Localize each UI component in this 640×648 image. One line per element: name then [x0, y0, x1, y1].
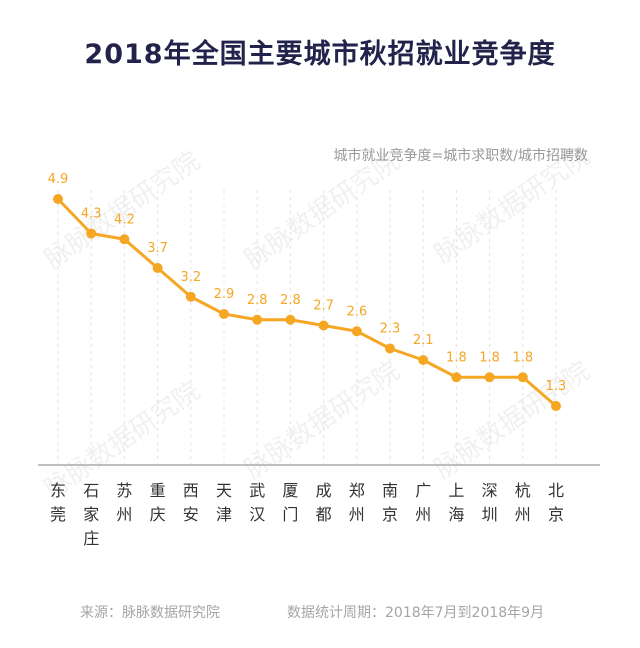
- data-point: [86, 228, 97, 239]
- footer-period: 数据统计周期：2018年7月到2018年9月: [287, 605, 545, 621]
- data-point: [484, 372, 495, 383]
- category-label: 成都: [316, 481, 332, 524]
- chart-subtitle: 城市就业竞争度=城市求职数/城市招聘数: [333, 148, 588, 164]
- data-label: 2.6: [346, 304, 367, 319]
- category-label: 郑州: [349, 481, 365, 524]
- data-point: [318, 320, 329, 331]
- data-point: [152, 263, 163, 273]
- data-point: [285, 314, 296, 325]
- category-label: 杭州: [515, 481, 531, 524]
- data-label: 1.8: [446, 350, 467, 365]
- footer-source: 来源：脉脉数据研究院: [80, 605, 220, 621]
- data-point: [351, 326, 362, 337]
- data-point: [451, 372, 462, 383]
- data-point: [219, 309, 229, 319]
- category-label: 南京: [382, 481, 398, 524]
- category-label: 上海: [448, 481, 464, 524]
- data-label: 1.3: [546, 379, 567, 394]
- category-label: 东莞: [50, 481, 66, 524]
- data-label: 4.9: [48, 172, 69, 187]
- category-label: 北京: [548, 481, 564, 524]
- data-point: [418, 355, 429, 365]
- data-point: [517, 372, 528, 383]
- chart-title: 2018年全国主要城市秋招就业竞争度: [84, 39, 556, 70]
- category-label: 厦门: [282, 481, 298, 524]
- category-label: 天津: [216, 481, 232, 524]
- data-point: [385, 343, 395, 354]
- category-label: 武汉: [249, 481, 265, 524]
- data-point: [119, 234, 130, 245]
- data-point: [185, 291, 196, 302]
- data-label: 3.2: [180, 270, 201, 285]
- data-label: 4.2: [114, 212, 135, 227]
- category-label: 西安: [183, 481, 199, 524]
- data-label: 2.8: [247, 293, 268, 308]
- category-label: 苏州: [116, 481, 132, 524]
- category-label: 石家庄: [83, 481, 99, 548]
- data-label: 2.8: [280, 293, 301, 308]
- data-label: 2.3: [380, 322, 401, 337]
- data-label: 1.8: [479, 350, 500, 365]
- data-label: 1.8: [512, 350, 533, 365]
- data-label: 3.7: [147, 241, 168, 256]
- data-label: 4.3: [81, 207, 102, 222]
- data-label: 2.1: [413, 333, 434, 348]
- data-label: 2.9: [214, 287, 235, 302]
- data-label: 2.7: [313, 299, 334, 314]
- category-label: 重庆: [150, 481, 166, 524]
- series-line: [56, 197, 557, 408]
- data-point: [53, 194, 63, 204]
- category-label: 深圳: [482, 481, 498, 524]
- data-point: [551, 401, 561, 411]
- category-label: 广州: [415, 481, 431, 524]
- data-point: [252, 314, 263, 325]
